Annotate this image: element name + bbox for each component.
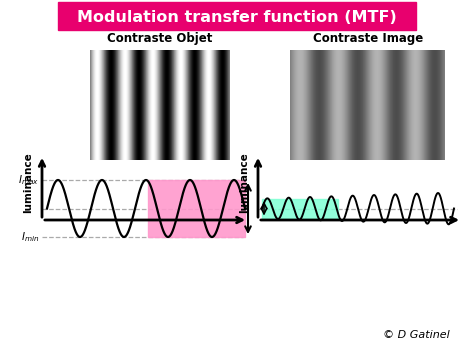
Text: Modulation transfer function (MTF): Modulation transfer function (MTF) bbox=[77, 10, 397, 24]
Text: $I_{min}$: $I_{min}$ bbox=[21, 230, 39, 244]
Text: luminance: luminance bbox=[239, 152, 249, 213]
Text: luminance: luminance bbox=[23, 152, 33, 213]
Bar bbox=[262, 198, 338, 218]
Bar bbox=[148, 180, 245, 237]
Bar bbox=[58, 2, 416, 30]
Text: Contraste Objet: Contraste Objet bbox=[107, 32, 213, 45]
Text: Contraste Image: Contraste Image bbox=[313, 32, 423, 45]
Text: © D Gatinel: © D Gatinel bbox=[383, 330, 450, 340]
Text: $I_{max}$: $I_{max}$ bbox=[18, 173, 39, 187]
